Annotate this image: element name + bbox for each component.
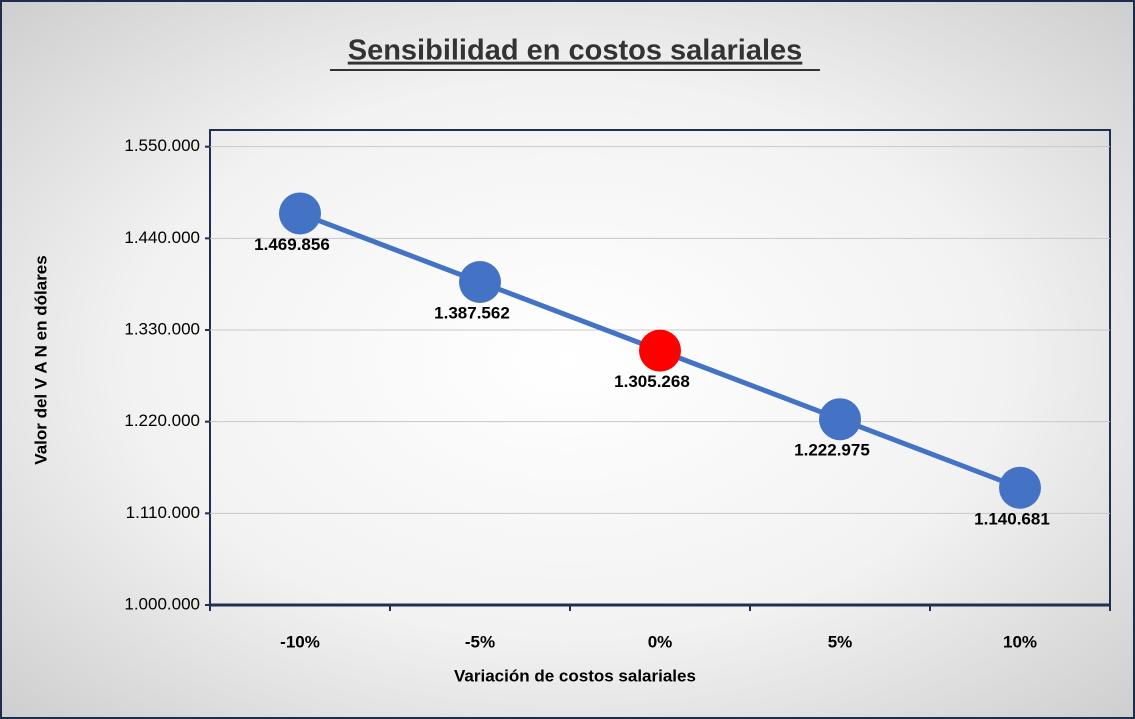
y-tick-label: 1.000.000 bbox=[124, 594, 200, 613]
y-tick-label: 1.440.000 bbox=[124, 228, 200, 247]
chart-title: Sensibilidad en costos salariales bbox=[348, 35, 803, 67]
x-tick-label: -5% bbox=[465, 632, 495, 651]
x-tick-label: 5% bbox=[828, 632, 853, 651]
x-tick-label: -10% bbox=[280, 632, 320, 651]
x-tick-label: 10% bbox=[1003, 632, 1037, 651]
y-tick-label: 1.110.000 bbox=[126, 503, 200, 522]
x-tick-label: 0% bbox=[648, 632, 673, 651]
y-tick-label: 1.330.000 bbox=[124, 319, 200, 338]
data-point bbox=[459, 261, 501, 304]
data-label: 1.387.562 bbox=[434, 304, 510, 323]
y-axis-title: Valor del V A N en dólares bbox=[31, 255, 50, 464]
data-point bbox=[279, 192, 321, 235]
data-label: 1.469.856 bbox=[254, 235, 330, 254]
data-label: 1.140.681 bbox=[974, 509, 1050, 528]
y-tick-label: 1.550.000 bbox=[124, 136, 200, 155]
data-label: 1.222.975 bbox=[794, 441, 870, 460]
data-point bbox=[999, 466, 1041, 509]
x-axis-title: Variación de costos salariales bbox=[454, 666, 696, 685]
data-point bbox=[819, 398, 861, 441]
data-label: 1.305.268 bbox=[614, 372, 690, 391]
data-point bbox=[639, 329, 681, 372]
y-tick-label: 1.220.000 bbox=[124, 411, 200, 430]
